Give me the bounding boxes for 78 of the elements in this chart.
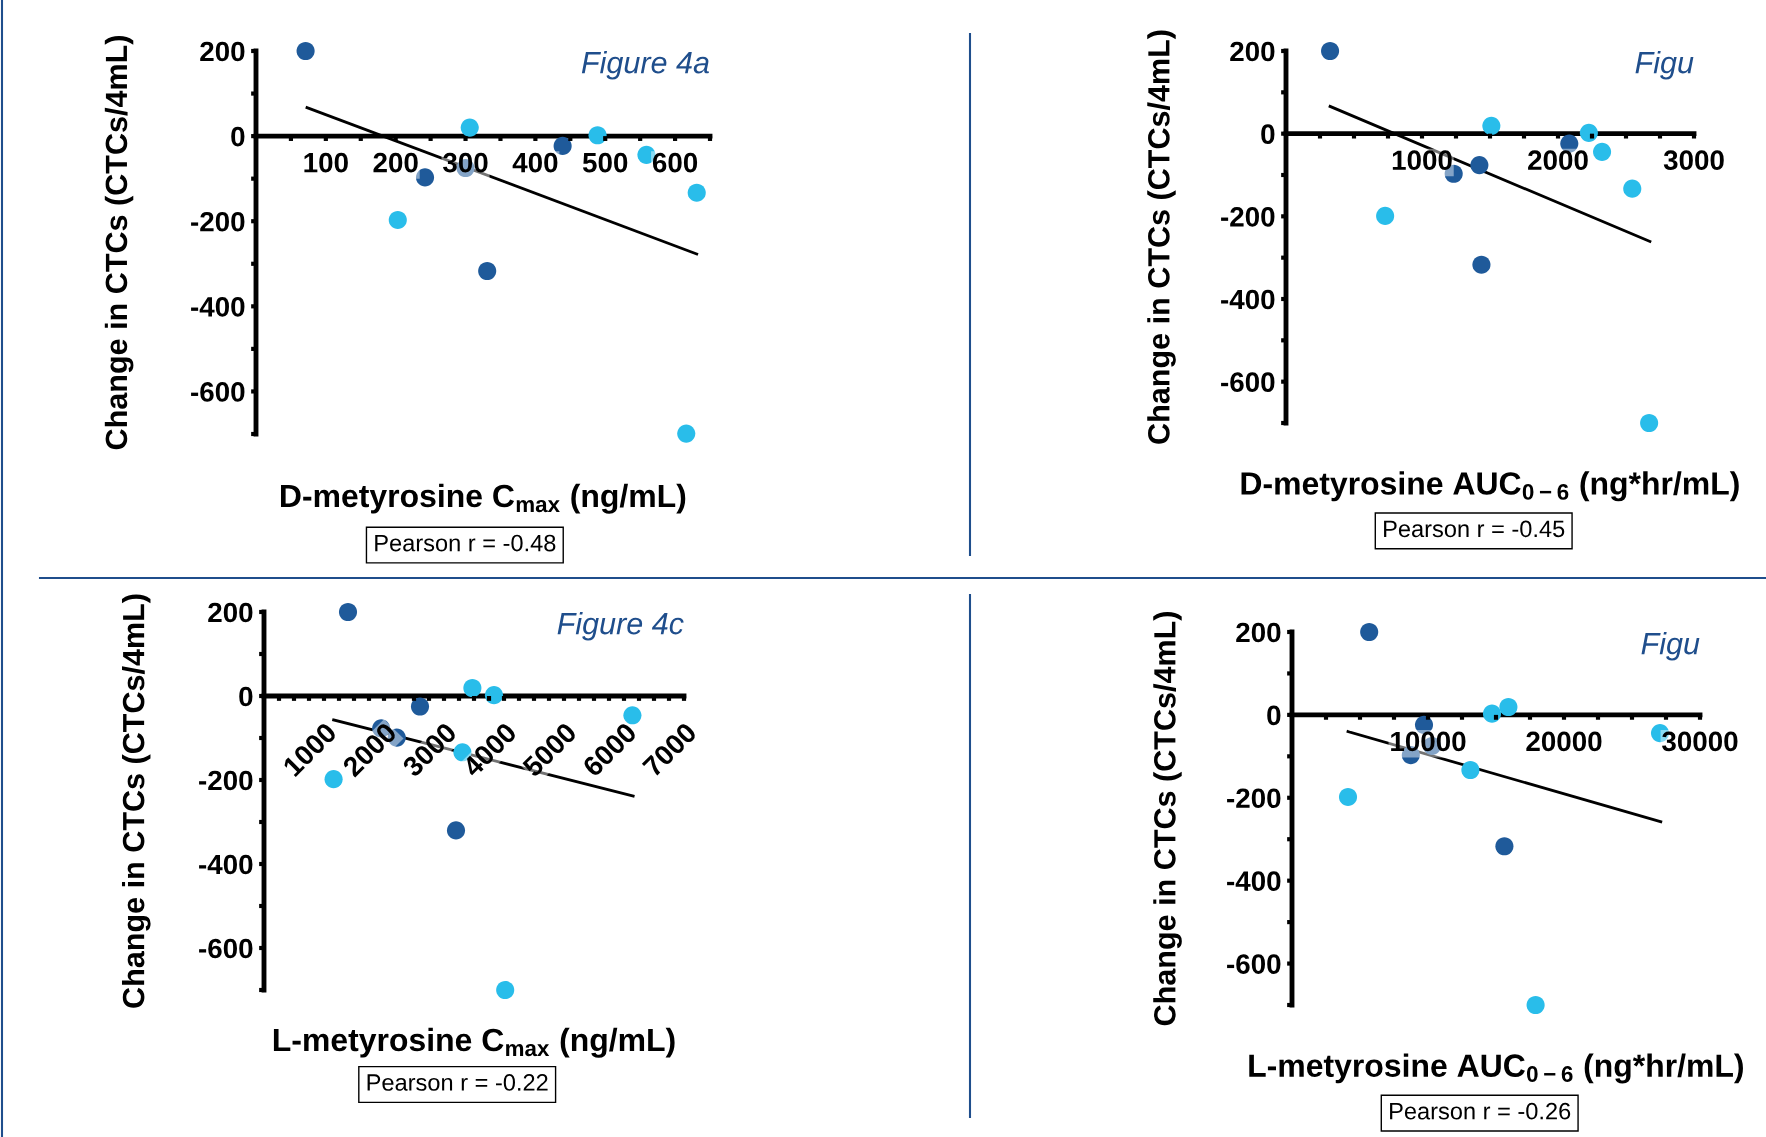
point (1461, 760, 1480, 780)
x-tick-label: 2000 (1528, 150, 1588, 171)
x-tick-label: 300 (443, 152, 488, 173)
point (296, 41, 315, 61)
point (1321, 41, 1340, 61)
y-tick-label: -200 (1221, 207, 1275, 227)
y-tick-label: 200 (1236, 622, 1281, 643)
y-tick-label: 0 (239, 686, 253, 707)
point (496, 980, 515, 1000)
y-tick-label: 200 (200, 41, 245, 62)
point (1579, 123, 1598, 142)
y-tick-label: 0 (1261, 124, 1275, 145)
text: Pearson r = -0.48 (375, 534, 556, 552)
point (484, 686, 504, 705)
y-tick-label: -600 (191, 382, 245, 402)
y-axis-title: Change in CTCs (CTCs/4mL) (121, 594, 151, 1008)
y-tick-label: -400 (1227, 871, 1281, 892)
point (1482, 116, 1501, 135)
x-axis-title: D-metyrosine AUC$_{0−6}$ (ng*hr/mL) (1241, 471, 1739, 502)
y-tick-label: -600 (1221, 372, 1275, 393)
y-tick-label: 200 (1230, 41, 1275, 62)
point (588, 126, 607, 145)
chart-title: Figu (1635, 51, 1694, 80)
x-tick-label: 500 (582, 152, 628, 173)
text: Pearson r = -0.22 (367, 1074, 548, 1091)
point (677, 424, 696, 443)
x-tick-label: 10000 (1391, 731, 1466, 752)
x-tick-label: 20000 (1526, 731, 1602, 752)
point (388, 210, 407, 229)
x-tick-label: 30000 (1662, 731, 1738, 752)
y-tick-label: -400 (1221, 289, 1275, 310)
x-tick-label: 3000 (1663, 150, 1724, 171)
y-tick-label: -400 (191, 297, 245, 317)
y-tick-label: 200 (208, 602, 253, 623)
x-axis-title: L-metyrosine C$_{max}$ (ng/mL) (273, 1027, 675, 1058)
point (687, 183, 706, 202)
point (478, 261, 497, 281)
y-axis-title: Change in CTCs (CTCs/4mL) (1153, 612, 1182, 1026)
x-axis-title: L-metyrosine AUC$_{0−6}$ (ng*hr/mL) (1249, 1053, 1743, 1084)
y-tick-label: -200 (199, 770, 253, 791)
y-tick-label: 0 (1267, 705, 1281, 726)
point (1338, 787, 1358, 806)
y-tick-label: -600 (199, 938, 253, 959)
y-tick-label: -200 (191, 211, 245, 232)
point (1495, 837, 1514, 856)
y-axis-title: Change in CTCs (CTCs/4mL) (104, 36, 134, 450)
x-axis-title: D-metyrosine C$_{max}$ (ng/mL) (281, 483, 686, 514)
point (1376, 206, 1395, 225)
point (1623, 179, 1642, 198)
x-tick-label: 200 (373, 152, 418, 173)
text: Pearson r = -0.26 (1390, 1102, 1571, 1120)
text: Pearson r = -0.45 (1384, 520, 1565, 538)
x-tick-label: 100 (304, 152, 348, 173)
y-axis-title: Change in CTCs (CTCs/4mL) (1147, 30, 1176, 444)
point (1472, 255, 1491, 274)
point (460, 118, 479, 137)
y-tick-label: -400 (199, 854, 253, 875)
y-tick-label: -600 (1227, 954, 1281, 974)
point (1526, 995, 1545, 1015)
point (463, 678, 482, 698)
x-tick-label: 1000 (1392, 150, 1452, 171)
y-tick-label: 0 (231, 126, 245, 147)
chart-title: Figure 4a (581, 51, 709, 80)
point (1593, 142, 1612, 161)
point (1640, 413, 1659, 433)
chart-title: Figu (1641, 632, 1700, 661)
point (1482, 704, 1502, 723)
point (446, 821, 466, 840)
x-tick-label: 600 (652, 152, 698, 173)
point (623, 706, 642, 725)
point (1470, 156, 1489, 175)
x-tick-label: 400 (512, 152, 558, 173)
point (410, 697, 430, 716)
point (1360, 622, 1379, 642)
chart-title: Figure 4c (557, 612, 684, 641)
y-tick-label: -200 (1227, 788, 1281, 809)
point (338, 602, 358, 622)
point (1499, 697, 1518, 717)
